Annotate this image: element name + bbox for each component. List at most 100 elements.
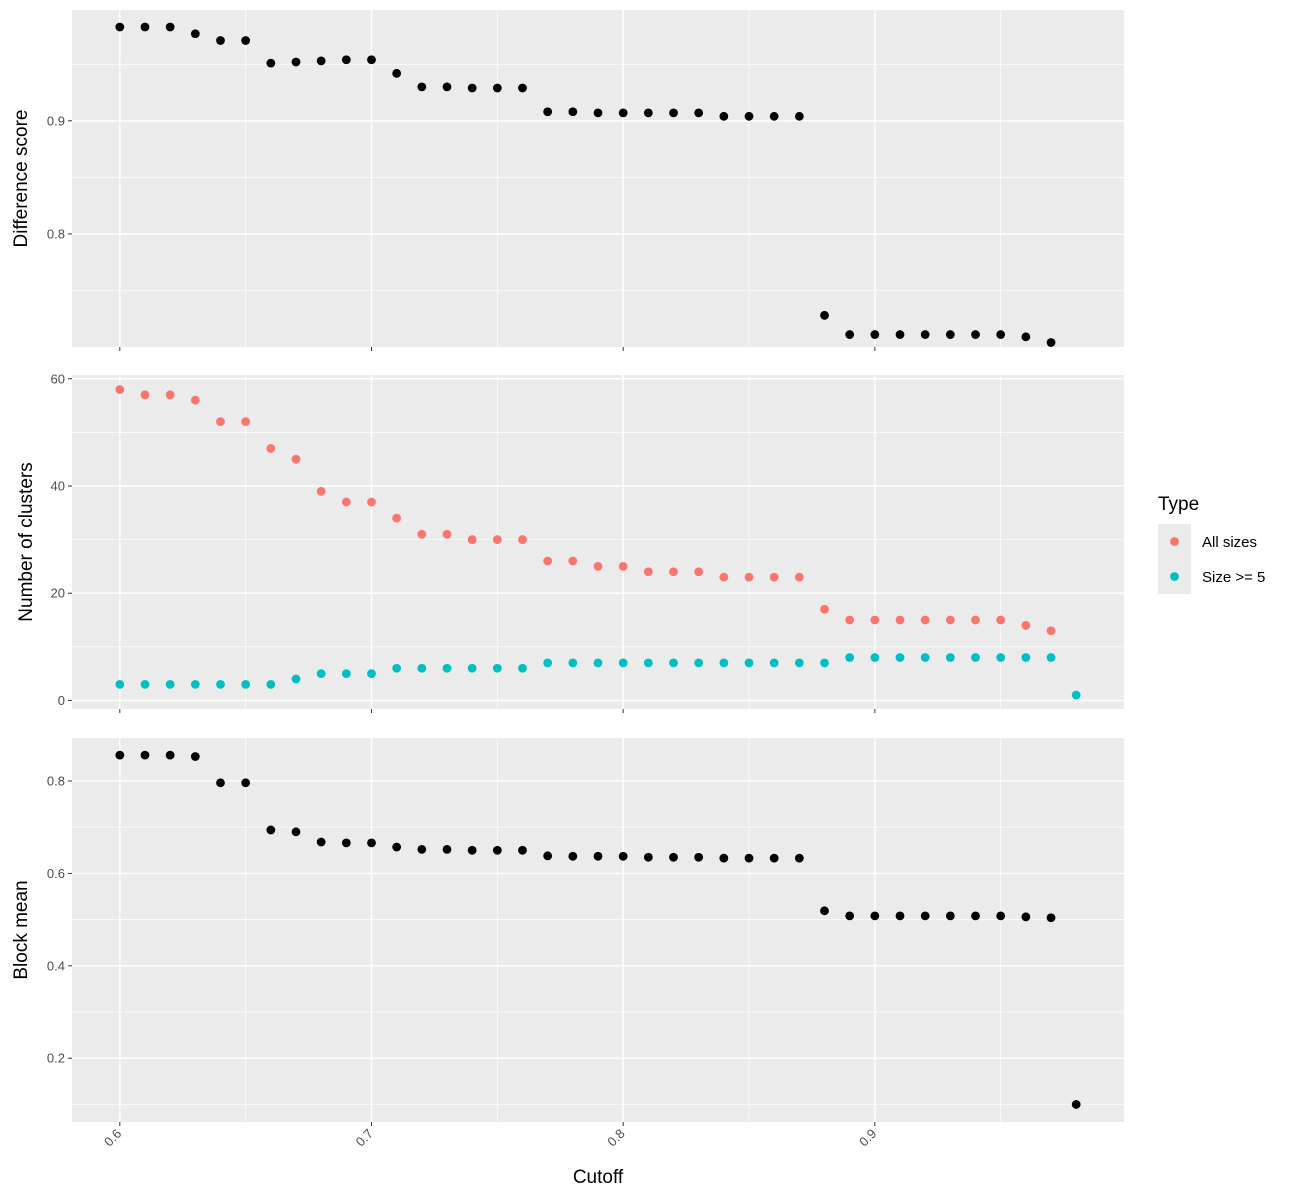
data-point bbox=[367, 669, 376, 679]
data-point bbox=[190, 679, 200, 689]
data-point bbox=[216, 417, 225, 427]
data-point bbox=[568, 658, 578, 668]
data-point bbox=[341, 497, 351, 507]
data-point bbox=[769, 111, 779, 121]
data-point bbox=[1021, 653, 1031, 662]
data-point bbox=[593, 561, 603, 571]
data-point bbox=[845, 615, 855, 625]
data-point bbox=[971, 330, 980, 339]
data-point bbox=[442, 529, 452, 539]
data-point bbox=[1046, 338, 1056, 347]
data-point bbox=[920, 653, 930, 662]
x-tick-label: 0.9 bbox=[856, 1126, 879, 1149]
y-tick-label: 0.8 bbox=[47, 773, 65, 788]
y-axis-title: Difference score bbox=[11, 110, 32, 248]
data-point bbox=[996, 615, 1006, 625]
gridlines bbox=[72, 375, 1124, 709]
x-axis-ticks bbox=[119, 1122, 876, 1126]
data-point bbox=[190, 29, 200, 39]
data-point bbox=[643, 852, 653, 862]
data-point bbox=[442, 844, 452, 854]
panel-background bbox=[72, 375, 1124, 709]
data-point bbox=[794, 572, 804, 582]
legend-title: Type bbox=[1158, 494, 1199, 515]
y-tick-label: 60 bbox=[51, 371, 65, 386]
y-tick-label: 20 bbox=[51, 586, 65, 601]
data-point bbox=[543, 658, 553, 668]
data-point bbox=[895, 330, 905, 339]
data-point bbox=[669, 852, 678, 862]
data-point bbox=[870, 615, 880, 625]
data-point bbox=[996, 653, 1006, 662]
data-point bbox=[467, 83, 477, 93]
data-point bbox=[744, 572, 754, 582]
data-point bbox=[794, 111, 804, 121]
data-point bbox=[870, 330, 880, 339]
data-point bbox=[643, 567, 653, 577]
data-point bbox=[467, 535, 477, 544]
data-point bbox=[115, 750, 125, 760]
data-point bbox=[820, 906, 829, 916]
data-point bbox=[392, 513, 402, 523]
data-point bbox=[820, 310, 829, 320]
data-point bbox=[392, 663, 402, 673]
data-point bbox=[1021, 620, 1031, 630]
data-point bbox=[316, 837, 326, 847]
data-point bbox=[669, 567, 678, 577]
data-point bbox=[190, 752, 200, 761]
data-point bbox=[241, 36, 251, 45]
data-point bbox=[669, 108, 678, 118]
x-axis-title: Cutoff bbox=[573, 1167, 624, 1188]
data-point bbox=[794, 658, 804, 668]
data-point bbox=[467, 663, 477, 673]
panel-background bbox=[72, 10, 1124, 347]
data-point bbox=[568, 107, 578, 117]
panel-number-of-clusters: 0 20 40 60 Number of clusters bbox=[16, 371, 1124, 713]
data-point bbox=[140, 22, 150, 32]
data-point bbox=[543, 556, 553, 566]
data-point bbox=[266, 679, 276, 689]
data-point bbox=[492, 663, 502, 673]
data-point bbox=[140, 750, 150, 760]
y-tick-label: 40 bbox=[51, 478, 65, 493]
data-point bbox=[266, 58, 276, 68]
x-tick-label: 0.6 bbox=[101, 1126, 124, 1149]
y-tick-label: 0.2 bbox=[47, 1051, 65, 1066]
data-point bbox=[895, 615, 905, 625]
data-point bbox=[744, 111, 754, 121]
panel-background bbox=[72, 738, 1124, 1122]
data-point bbox=[945, 330, 955, 339]
data-point bbox=[568, 851, 578, 861]
data-point bbox=[593, 108, 603, 118]
y-tick-label: 0.8 bbox=[47, 226, 65, 241]
data-point bbox=[820, 604, 829, 614]
x-axis-ticks bbox=[119, 709, 876, 713]
data-point bbox=[643, 658, 653, 668]
data-point bbox=[1021, 912, 1031, 922]
data-point bbox=[694, 658, 704, 668]
data-point bbox=[971, 615, 980, 625]
y-axis: 0.8 0.9 bbox=[47, 113, 72, 241]
data-point bbox=[744, 853, 754, 863]
data-point bbox=[719, 572, 729, 582]
data-point bbox=[492, 535, 502, 544]
data-point bbox=[618, 108, 628, 118]
data-point bbox=[518, 83, 527, 93]
data-point bbox=[870, 653, 880, 662]
y-axis: 0 20 40 60 bbox=[51, 371, 72, 708]
data-point bbox=[618, 851, 628, 861]
data-points bbox=[115, 22, 1056, 347]
legend-swatch bbox=[1170, 537, 1179, 546]
y-axis-title: Number of clusters bbox=[16, 462, 37, 621]
data-point bbox=[291, 674, 301, 684]
x-tick-label: 0.7 bbox=[353, 1126, 376, 1149]
data-point bbox=[115, 385, 125, 394]
data-point bbox=[341, 55, 351, 65]
data-point bbox=[316, 56, 326, 66]
data-point bbox=[920, 330, 930, 339]
data-point bbox=[618, 561, 628, 571]
data-point bbox=[442, 82, 452, 92]
data-point bbox=[870, 911, 880, 921]
data-point bbox=[241, 679, 251, 689]
data-point bbox=[417, 663, 427, 673]
